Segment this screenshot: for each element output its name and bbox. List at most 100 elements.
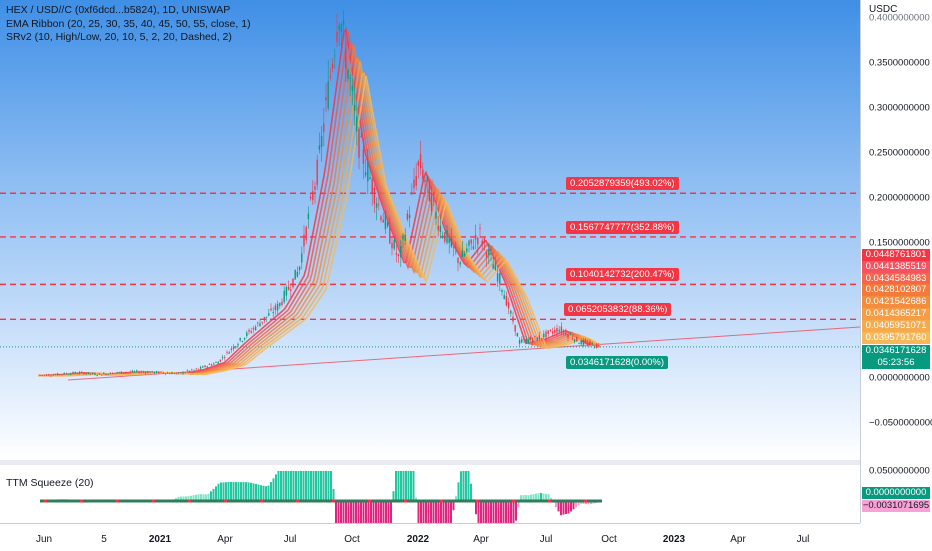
ttm-bar [570,501,572,512]
candle-body [385,215,386,230]
candle-body [453,247,454,248]
srv2-legend[interactable]: SRv2 (10, High/Low, 20, 10, 5, 2, 20, Da… [6,31,251,45]
candle-body [319,145,320,149]
ttm-squeeze-canvas[interactable] [0,465,860,523]
ttm-squeeze-pane[interactable]: TTM Squeeze (20) [0,465,860,523]
candle-body [55,374,56,375]
candle-body [70,373,71,374]
candle-body [585,341,586,342]
candle-body [229,352,230,353]
candle-body [301,253,302,262]
candle-body [53,375,54,376]
ttm-bar [560,501,562,515]
symbol-legend[interactable]: HEX / USD//C (0xf6dcd...b5824), 1D, UNIS… [6,4,251,18]
candle-body [532,340,533,343]
candle-body [444,232,445,241]
candle-body [369,177,370,179]
candle-body [402,235,403,240]
candle-body [270,309,271,311]
candle-body [413,180,414,189]
price-tag: 0.0434584983 [862,273,930,285]
candle-body [374,188,375,204]
support-level-tag: 0.0346171628(0.00%) [566,356,668,369]
candle-body [517,333,518,337]
ttm-bar [480,501,482,523]
squeeze-dot [413,500,416,503]
candle-body [77,373,78,374]
price-axis-tick: 0.2500000000 [869,148,930,159]
ttm-bar [510,501,512,523]
time-axis-label: Jul [797,534,810,545]
ttm-bar [505,501,507,523]
candle-body [490,253,491,254]
squeeze-dot [188,500,191,503]
squeeze-dot [485,500,488,503]
ttm-bar [488,501,490,523]
candle-body [116,372,117,373]
squeeze-dot [476,500,479,503]
ttm-bar [448,501,450,523]
candle-body [367,162,368,181]
ttm-legend[interactable]: TTM Squeeze (20) [6,477,94,489]
candle-body [363,149,364,163]
time-axis-label: Apr [730,534,746,545]
candle-body [422,170,423,180]
ttm-bar [445,501,447,523]
ttm-bar [460,471,462,501]
candle-body [68,374,69,375]
ttm-bar [215,486,217,501]
ttm-bar [500,501,502,523]
candle-body [182,372,183,373]
candle-body [343,20,344,25]
ttm-bar [340,501,342,523]
candle-body [556,328,557,333]
candle-body [559,330,560,332]
squeeze-dot [332,500,335,503]
time-axis-label: Apr [473,534,489,545]
ttm-bar [225,482,227,501]
ema-ribbon-legend[interactable]: EMA Ribbon (20, 25, 30, 35, 40, 45, 50, … [6,18,251,32]
squeeze-dot [152,500,155,503]
candle-body [389,227,390,244]
price-chart-pane[interactable]: HEX / USD//C (0xf6dcd...b5824), 1D, UNIS… [0,0,860,460]
candle-body [561,326,562,331]
ttm-bar [443,501,445,523]
candle-body [416,176,417,186]
ttm-bar [323,471,325,501]
candle-body [486,252,487,258]
candle-body [583,340,584,344]
candle-body [449,238,450,243]
sr-level-tag: 0.0652053832(88.36%) [564,303,671,316]
price-chart-canvas[interactable] [0,0,860,460]
ttm-bar [270,482,272,501]
ttm-bar [278,471,280,501]
ttm-bar [405,471,407,501]
ttm-bar [325,471,327,501]
candle-body [127,372,128,373]
squeeze-dot [557,500,560,503]
squeeze-dot [530,500,533,503]
candle-body [482,241,483,245]
sr-level-tag: 0.2052879359(493.02%) [566,177,679,190]
ttm-bar [305,471,307,501]
price-axis-tick: 0.1500000000 [869,238,930,249]
candle-body [578,343,579,344]
candle-body [488,249,489,255]
candle-body [407,213,408,219]
candle-body [550,330,551,331]
candle-body [114,373,115,374]
candle-body [158,372,159,374]
squeeze-dot [449,500,452,503]
candle-body [372,179,373,193]
candle-body [193,370,194,371]
candle-body [39,375,40,376]
ttm-bar [338,501,340,523]
candle-body [519,340,520,344]
candle-body [275,305,276,310]
candle-body [528,340,529,343]
candle-body [332,64,333,68]
candle-body [141,371,142,372]
ttm-bar [385,501,387,523]
